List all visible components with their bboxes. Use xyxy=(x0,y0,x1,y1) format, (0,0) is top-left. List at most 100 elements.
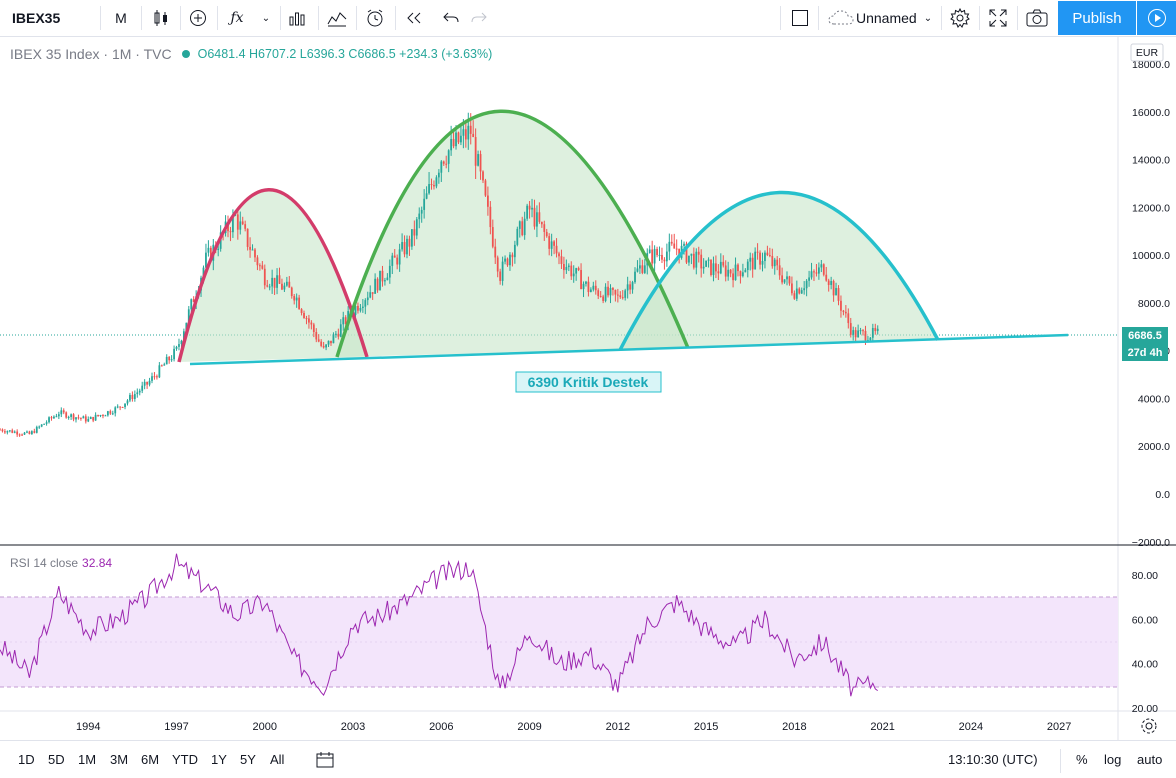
range-button-1m[interactable]: 1M xyxy=(78,752,97,767)
gear-icon[interactable] xyxy=(947,0,973,36)
range-button-ytd[interactable]: YTD xyxy=(172,752,198,767)
fullscreen-square-icon[interactable] xyxy=(788,0,812,36)
candle-body xyxy=(540,221,543,225)
candle-body xyxy=(408,238,411,247)
templates-icon[interactable] xyxy=(324,0,350,36)
candle-body xyxy=(555,245,558,254)
price-tick-label: 12000.0 xyxy=(1132,202,1170,214)
undo-icon[interactable] xyxy=(438,0,464,36)
rsi-axis[interactable]: 80.00 60.00 40.00 20.00 xyxy=(1132,570,1158,715)
candle-body xyxy=(430,184,433,186)
candle-body xyxy=(445,163,448,165)
range-button-1d[interactable]: 1D xyxy=(18,752,35,767)
candle-body xyxy=(151,376,153,381)
candles-icon[interactable] xyxy=(148,0,174,36)
candle-body xyxy=(295,297,298,301)
candle-body xyxy=(862,330,864,332)
candle-body xyxy=(599,296,602,298)
candle-body xyxy=(401,242,403,250)
expand-icon[interactable] xyxy=(985,0,1011,36)
candle-body xyxy=(1,429,4,432)
support-label-box[interactable] xyxy=(515,371,662,393)
range-button-3m[interactable]: 3M xyxy=(110,752,129,767)
candle-body xyxy=(477,154,479,166)
divider xyxy=(318,6,319,30)
candle-body xyxy=(665,251,668,262)
chevron-down-icon[interactable]: ⌄ xyxy=(261,12,271,24)
support-trendline[interactable] xyxy=(189,333,1069,366)
price-series[interactable] xyxy=(0,112,879,437)
green-arc[interactable] xyxy=(335,109,690,358)
candle-body xyxy=(165,356,168,365)
candle-body xyxy=(604,286,607,301)
auto-toggle[interactable]: auto xyxy=(1137,752,1163,767)
redo-icon[interactable] xyxy=(466,0,492,36)
log-toggle[interactable]: log xyxy=(1104,752,1122,767)
publish-dropdown-button[interactable] xyxy=(1137,1,1176,35)
publish-button[interactable]: Publish xyxy=(1058,1,1136,35)
range-button-6m[interactable]: 6M xyxy=(141,752,160,767)
candle-body xyxy=(374,278,377,294)
candle-body xyxy=(719,261,722,274)
candle-body xyxy=(300,309,303,313)
range-button-1y[interactable]: 1Y xyxy=(211,752,227,767)
candle-body xyxy=(842,310,845,312)
teal-arc[interactable] xyxy=(618,190,940,351)
axis-settings-icon[interactable] xyxy=(1141,718,1157,734)
interval-button[interactable]: M xyxy=(115,10,127,26)
candle-body xyxy=(729,269,732,274)
candle-body xyxy=(793,293,796,299)
candle-body xyxy=(827,280,830,285)
candle-body xyxy=(249,246,251,250)
price-axis[interactable]: 18000.0 16000.0 14000.0 12000.0 10000.0 8000.… xyxy=(1132,59,1170,549)
candle-body xyxy=(388,265,391,278)
candle-body xyxy=(675,248,678,250)
alert-icon[interactable] xyxy=(362,0,388,36)
red-arc[interactable] xyxy=(177,188,369,363)
financials-icon[interactable] xyxy=(284,0,310,36)
range-button-5y[interactable]: 5Y xyxy=(240,752,256,767)
chart-canvas[interactable]: 6390 Kritik Destek 18000.0 16000.0 14000.0… xyxy=(0,0,1176,740)
date-range-icon[interactable] xyxy=(316,741,338,778)
candle-body xyxy=(281,283,283,290)
candle-body xyxy=(791,283,793,294)
compare-icon[interactable] xyxy=(185,0,211,36)
chevron-down-icon[interactable]: ⌄ xyxy=(923,12,933,24)
camera-icon[interactable] xyxy=(1023,0,1051,36)
candle-body xyxy=(229,231,232,233)
candle-body xyxy=(631,282,634,290)
symbol-title[interactable]: IBEX 35 Index · 1M · TVC xyxy=(10,46,172,62)
time-tick-label: 2024 xyxy=(959,721,983,733)
candle-body xyxy=(849,323,852,335)
currency-badge[interactable] xyxy=(1130,43,1164,62)
candle-body xyxy=(460,135,462,143)
candle-body xyxy=(656,248,658,256)
candle-body xyxy=(597,290,600,297)
candle-body xyxy=(538,212,541,222)
candle-body xyxy=(474,137,477,166)
range-button-5d[interactable]: 5D xyxy=(48,752,65,767)
candle-body xyxy=(258,265,261,267)
replay-icon[interactable] xyxy=(401,0,427,36)
candle-body xyxy=(567,265,570,268)
clock[interactable]: 13:10:30 (UTC) xyxy=(948,752,1038,767)
candle-body xyxy=(813,271,815,273)
market-status-dot xyxy=(181,50,190,58)
candle-body xyxy=(513,244,516,258)
candle-body xyxy=(455,132,457,147)
candle-body xyxy=(67,416,70,418)
symbol-search[interactable]: IBEX35 xyxy=(12,10,61,26)
time-axis[interactable]: 1994 1997 2000 2003 2006 2009 2012 2015 2018 2021… xyxy=(76,721,1071,733)
candle-body xyxy=(241,221,244,225)
candle-body xyxy=(859,330,862,332)
percent-toggle[interactable]: % xyxy=(1076,752,1088,767)
fx-icon[interactable]: ƒx xyxy=(230,10,244,26)
layout-name[interactable]: Unnamed xyxy=(856,10,917,26)
drawing-arcs[interactable] xyxy=(179,111,938,362)
candle-body xyxy=(283,285,286,290)
drawing-lines[interactable] xyxy=(177,109,1069,366)
candle-body xyxy=(119,406,122,408)
rsi-legend[interactable]: RSI 14 close 32.84 xyxy=(10,556,112,570)
range-button-all[interactable]: All xyxy=(270,752,285,767)
candle-body xyxy=(587,281,590,293)
